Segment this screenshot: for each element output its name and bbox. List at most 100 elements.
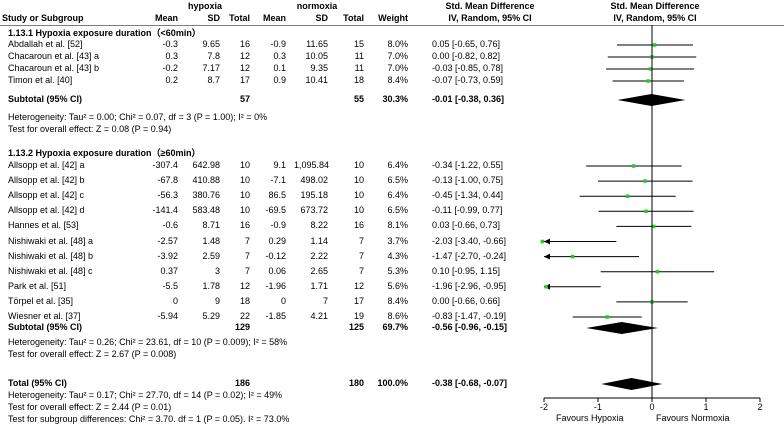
cell-n2: 19 [353,311,364,321]
point-estimate [643,179,647,183]
subtotal-2-label: Subtotal (95% CI) [8,322,83,332]
cell-n1: 10 [239,205,250,216]
subtotal-1-n2: 55 [353,94,364,104]
cell-m2: 9.1 [273,160,286,170]
subtotal-1-diamond [617,94,686,106]
cell-sd1: 7.8 [207,51,220,61]
study-name: Nishiwaki et al. [48] a [8,235,94,246]
cell-sd1: 1.48 [202,235,220,246]
cell-sd1: 642.98 [192,160,220,170]
subgroup-1-title: 1.13.1 Hypoxia exposure duration（<60min） [8,28,201,38]
xlabel-right: Favours Normoxia [656,413,730,423]
cell-sd2: 1,095.84 [294,160,330,170]
cell-m2: 0.1 [273,63,286,73]
study-ci: -0.45 [-1.34, 0.44] [432,190,504,201]
x-tick-label: 2 [757,402,763,412]
cell-sd1: 2.59 [202,250,220,261]
cell-weight: 6.4% [387,190,408,201]
cell-sd1: 5.29 [202,311,220,321]
cell-sd1: 583.48 [192,205,220,216]
cell-m1: -2.57 [157,235,178,246]
study-name: Chacaroun et al. [43] a [8,51,100,61]
total-weight: 100.0% [377,378,408,388]
cell-sd1: 9 [214,295,220,306]
subtotal-2-diamond [586,322,658,334]
study-ci: -0.07 [-0.73, 0.59] [432,75,504,85]
cell-sd1: 3 [214,265,220,276]
cell-sd2: 498.02 [300,175,328,186]
cell-sd2: 9.35 [310,63,328,73]
study-ci: -1.47 [-2.70, -0.24] [432,250,507,261]
cell-n1: 16 [239,39,250,49]
col-study-header: Study or Subgroup [2,13,84,23]
point-estimate [646,79,650,83]
col-sd2-header: SD [315,13,328,23]
point-estimate [605,315,609,319]
study-name: Wiesner et al. [37] [8,311,81,321]
cell-sd2: 2.22 [310,250,328,261]
cell-n2: 16 [353,220,364,231]
cell-n1: 7 [244,265,250,276]
total-overall-effect: Test for overall effect: Z = 2.44 (P = 0… [8,402,172,412]
study-name: Allsopp et al. [42] d [8,205,85,216]
cell-m1: -0.2 [162,63,178,73]
cell-m2: 0.29 [268,235,286,246]
cell-n2: 18 [353,75,364,85]
cell-m2: -1.96 [265,280,286,291]
point-estimate [655,269,660,274]
subgroup-1-overall-effect: Test for overall effect: Z = 0.08 (P = 0… [8,124,172,134]
study-name: Hannes et al. [53] [8,220,79,231]
cell-m2: -7.1 [270,175,286,186]
cell-sd2: 4.21 [310,311,328,321]
smd-header-right: Std. Mean Difference [610,1,700,11]
point-estimate [631,164,636,168]
subtotal-1-label: Subtotal (95% CI) [8,94,83,104]
cell-n1: 12 [239,280,250,291]
smd-method-left: IV, Random, 95% CI [448,13,532,23]
cell-n2: 7 [358,265,364,276]
cell-weight: 8.4% [387,295,408,306]
subgroup-2-overall-effect: Test for overall effect: Z = 2.67 (P = 0… [8,349,177,359]
cell-n2: 7 [358,250,364,261]
point-estimate [644,209,648,214]
point-estimate [570,254,575,259]
ci-arrow-left [544,253,550,260]
cell-m2: -0.12 [265,250,286,261]
cell-sd1: 410.88 [192,175,220,186]
cell-m1: -56.3 [157,190,178,201]
subgroup-2-title: 1.13.2 Hypoxia exposure duration（≥60min） [8,148,201,158]
study-name: Allsopp et al. [42] a [8,160,85,170]
xlabel-left: Favours Hypoxia [556,413,624,423]
col-mean2-header: Mean [262,13,286,23]
cell-n2: 10 [353,205,364,216]
cell-m2: 0 [280,295,286,306]
cell-n1: 18 [239,295,250,306]
col-total1-header: Total [229,13,250,23]
cell-weight: 5.3% [387,265,408,276]
total-n2: 180 [348,378,364,388]
cell-m1: 0 [172,295,178,306]
study-ci: -1.96 [-2.96, -0.95] [432,280,507,291]
study-ci: -0.03 [-0.85, 0.78] [432,63,504,73]
point-estimate [544,285,548,289]
cell-sd2: 2.65 [310,265,328,276]
cell-n1: 10 [239,190,250,201]
subgroup-2-heterogeneity: Heterogeneity: Tau² = 0.26; Chi² = 23.61… [8,337,288,347]
cell-m1: -3.92 [157,250,178,261]
smd-header-left: Std. Mean Difference [445,1,535,11]
study-name: Allsopp et al. [42] c [8,190,85,201]
cell-n1: 17 [239,75,250,85]
col-weight-header: Weight [378,13,408,23]
cell-m1: -5.94 [157,311,178,321]
study-ci: -0.11 [-0.99, 0.77] [432,205,503,216]
study-ci: 0.10 [-0.95, 1.15] [432,265,501,276]
subtotal-2-n1: 129 [234,322,250,332]
cell-n1: 10 [239,160,250,170]
cell-m2: 0.9 [273,75,286,85]
group1-header: hypoxia [187,1,222,11]
cell-m2: -1.85 [265,311,286,321]
cell-n1: 12 [239,51,250,61]
study-ci: 0.00 [-0.82, 0.82] [432,51,501,61]
study-ci: 0.00 [-0.66, 0.66] [432,295,501,306]
